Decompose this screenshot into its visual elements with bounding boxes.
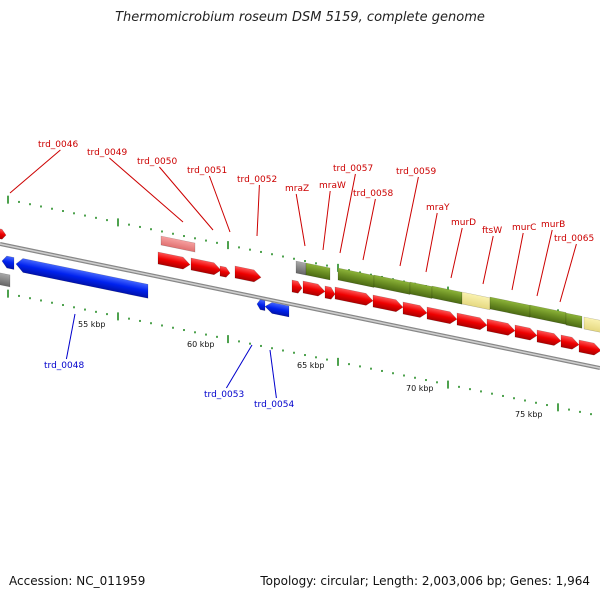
gene-arrow-fwd <box>578 339 600 356</box>
gene-arrow-fwd <box>426 306 458 325</box>
gene-label-forward: murD <box>451 218 476 228</box>
kbp-label: 55 kbp <box>78 320 106 329</box>
gene-label-forward: trd_0049 <box>87 148 127 158</box>
gene-box-trd-0058 <box>373 274 411 295</box>
gene-box-trd-0065 <box>583 316 600 334</box>
gene-arrow-trd-0052b <box>234 265 262 283</box>
gene-box-murB <box>565 312 583 329</box>
leader-line <box>322 190 331 251</box>
gene-arrow-fwd <box>456 312 488 331</box>
gene-box-ftsW <box>489 296 531 318</box>
gene-label-forward: trd_0065 <box>554 234 594 244</box>
accession-text: Accession: NC_011959 <box>9 574 146 588</box>
gene-arrow-rev <box>1 255 15 270</box>
leader-line <box>559 243 577 303</box>
kbp-scale-labels: 55 kbp 60 kbp 65 kbp 70 kbp 75 kbp <box>78 320 543 419</box>
leader-line <box>450 227 463 279</box>
gene-box-mraY <box>431 285 463 305</box>
leader-line <box>9 149 61 194</box>
gene-arrow-fwd <box>372 294 404 313</box>
gene-label-forward: mraY <box>426 203 450 213</box>
gene-arrow-fwd <box>560 334 580 350</box>
gene-arrow-fwd <box>324 285 336 300</box>
gene-label-forward: murB <box>541 220 565 230</box>
gene-box-murD <box>461 291 491 311</box>
leader-line <box>511 232 524 291</box>
gene-arrow-trd-0048 <box>15 258 149 299</box>
leader-line <box>482 235 494 285</box>
gene-arrow-fwd <box>291 279 303 294</box>
gene-box-gray <box>0 271 11 288</box>
gene-label-forward: mraW <box>319 181 346 191</box>
kbp-label: 60 kbp <box>187 340 215 349</box>
reverse-genes <box>1 255 290 318</box>
gc-track-lower <box>7 289 592 416</box>
gene-arrow-trd-0050 <box>157 251 191 270</box>
kbp-label: 70 kbp <box>406 384 434 393</box>
leader-line <box>425 212 438 273</box>
gene-arrow-fwd <box>536 329 562 346</box>
gene-box-mraZ <box>295 260 307 276</box>
gene-label-forward: trd_0059 <box>396 167 436 177</box>
gene-box-murC <box>529 304 567 325</box>
leader-line <box>225 344 253 389</box>
gene-label-reverse: trd_0053 <box>204 390 244 400</box>
gene-label-forward: trd_0046 <box>38 140 78 150</box>
gene-arrow-fwd <box>514 324 538 341</box>
gene-label-forward: trd_0058 <box>353 189 393 199</box>
leader-line <box>269 349 277 399</box>
leader-line <box>295 193 306 247</box>
leader-line <box>339 173 356 254</box>
gene-label-forward: mraZ <box>285 184 309 194</box>
gene-label-forward: trd_0057 <box>333 164 373 174</box>
leader-line <box>109 157 184 223</box>
gene-arrow-fwd <box>334 286 374 306</box>
gene-label-forward: murC <box>512 223 536 233</box>
gene-label-reverse: trd_0054 <box>254 400 294 410</box>
map-title: Thermomicrobium roseum DSM 5159, complet… <box>115 10 485 25</box>
leader-line <box>256 184 260 237</box>
forward-gene-labels: trd_0046 trd_0049 trd_0050 trd_0051 trd_0052… <box>9 140 594 303</box>
gene-arrow-trd-0051 <box>190 257 222 276</box>
topology-text: Topology: circular; Length: 2,003,006 bp… <box>260 574 590 588</box>
gene-box-trd-0059 <box>409 281 433 299</box>
gene-box-trd-0049 <box>160 235 196 253</box>
kbp-label: 75 kbp <box>515 410 543 419</box>
gene-box-trd-0057 <box>337 267 375 288</box>
leader-line <box>65 313 76 360</box>
gene-arrow-fwd <box>302 280 326 297</box>
gene-arrow-trd-0053 <box>256 299 266 311</box>
gene-arrow-trd-0054 <box>264 302 290 318</box>
kbp-label: 65 kbp <box>297 361 325 370</box>
genome-backbone <box>0 242 600 370</box>
gene-arrow-fwd <box>402 301 428 318</box>
leader-line <box>208 175 231 233</box>
gene-arrow-trd-0046 <box>0 227 7 240</box>
gene-label-forward: ftsW <box>482 226 502 236</box>
leader-line <box>362 198 376 261</box>
leader-line <box>399 176 419 267</box>
gene-label-forward: trd_0051 <box>187 166 227 176</box>
reverse-gene-labels: trd_0048 trd_0053 trd_0054 <box>44 313 294 410</box>
forward-genes <box>0 227 600 356</box>
leader-line <box>536 229 553 297</box>
gene-label-forward: trd_0050 <box>137 157 177 167</box>
gene-box-mraW <box>305 262 331 281</box>
gene-arrow-fwd <box>486 318 516 336</box>
gene-arrow-trd-0052 <box>219 265 231 278</box>
gene-label-reverse: trd_0048 <box>44 361 84 371</box>
leader-line <box>159 166 214 231</box>
gene-label-forward: trd_0052 <box>237 175 277 185</box>
